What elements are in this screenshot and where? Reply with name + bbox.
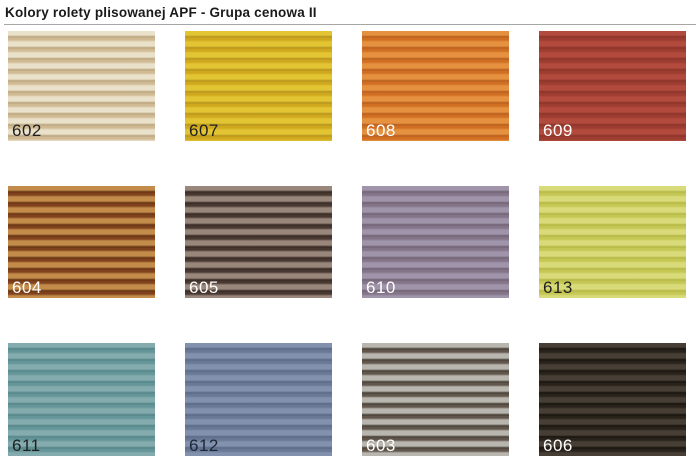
color-swatch-606: 606 bbox=[539, 343, 686, 456]
swatch-code-label: 606 bbox=[543, 436, 573, 455]
color-swatch-607: 607 bbox=[185, 31, 332, 141]
swatch-code-label: 612 bbox=[189, 436, 219, 455]
color-swatch-612: 612 bbox=[185, 343, 332, 456]
color-swatch-611: 611 bbox=[8, 343, 155, 456]
swatch-code-label: 610 bbox=[366, 278, 396, 297]
color-swatch-609: 609 bbox=[539, 31, 686, 141]
swatch-code-label: 613 bbox=[543, 278, 573, 297]
swatch-code-label: 603 bbox=[366, 436, 396, 455]
swatch-code-label: 604 bbox=[12, 278, 42, 297]
color-swatch-603: 603 bbox=[362, 343, 509, 456]
title-separator bbox=[4, 24, 696, 25]
swatch-code-label: 605 bbox=[189, 278, 219, 297]
swatch-code-label: 609 bbox=[543, 121, 573, 140]
swatch-code-label: 602 bbox=[12, 121, 42, 140]
page-title: Kolory rolety plisowanej APF - Grupa cen… bbox=[5, 5, 317, 20]
swatch-code-label: 611 bbox=[12, 436, 41, 455]
swatch-grid: 602 607 608 609 604 605 610 613 611 612 … bbox=[8, 31, 686, 456]
color-swatch-610: 610 bbox=[362, 186, 509, 298]
color-swatch-602: 602 bbox=[8, 31, 155, 141]
color-swatch-608: 608 bbox=[362, 31, 509, 141]
swatch-code-label: 607 bbox=[189, 121, 219, 140]
color-swatch-604: 604 bbox=[8, 186, 155, 298]
color-swatch-613: 613 bbox=[539, 186, 686, 298]
swatch-code-label: 608 bbox=[366, 121, 396, 140]
color-swatch-605: 605 bbox=[185, 186, 332, 298]
